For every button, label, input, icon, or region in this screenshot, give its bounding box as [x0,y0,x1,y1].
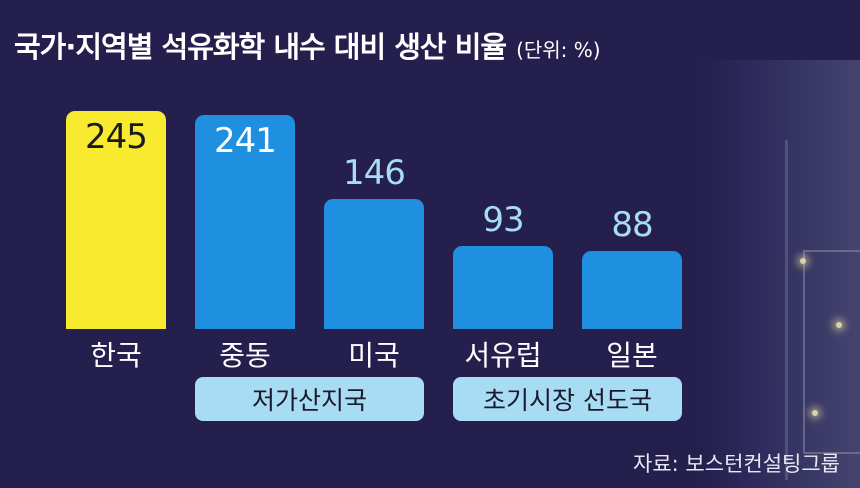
group-label: 저가산지국 [195,377,424,421]
category-label: 일본 [606,339,658,372]
bar-미국 [324,199,424,329]
chart-title-text: 국가·지역별 석유화학 내수 대비 생산 비율 [14,30,507,64]
background-light [812,410,818,416]
bar-value-label: 88 [611,204,653,245]
bar-한국 [66,111,166,329]
bar-value-label: 146 [343,153,406,194]
category-label: 미국 [348,339,400,372]
bar-일본 [582,250,682,329]
group-label: 초기시장 선도국 [453,377,682,421]
background-light [800,258,806,264]
background-plant-structure [785,140,860,480]
bar-value-label: 93 [482,200,524,241]
background-photo [700,60,860,488]
bar-중동 [195,114,295,329]
bar-value-label: 245 [85,117,148,157]
bar-서유럽 [453,246,553,329]
category-label: 중동 [219,339,271,372]
category-label: 서유럽 [464,339,542,372]
bar-value-label: 241 [214,120,277,161]
unit-label: (단위: %) [516,38,601,62]
category-label: 한국 [90,339,142,372]
background-light [836,322,842,328]
chart-title: 국가·지역별 석유화학 내수 대비 생산 비율 (단위: %) [14,24,601,66]
source-note: 자료: 보스턴컨설팅그룹 [633,452,840,476]
